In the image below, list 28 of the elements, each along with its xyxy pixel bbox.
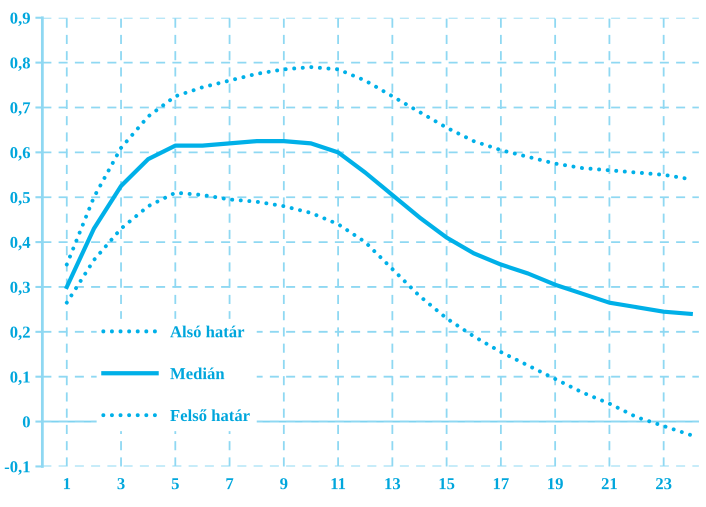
x-tick-label: 13 [385,478,400,490]
y-tick-label: 0,2 [10,326,30,340]
y-tick-label: 0,3 [10,282,30,296]
y-tick-label: -0,1 [4,461,30,475]
line-series [64,139,693,316]
y-tick-label: 0,4 [10,236,30,250]
y-tick-label: 0,6 [10,147,30,161]
y-tick-label: 0,1 [10,371,30,386]
x-tick-label: 1 [64,478,70,490]
x-tick-label: 7 [226,478,234,490]
x-tick-label: 23 [656,478,672,490]
y-tick-label: 0,7 [10,102,30,116]
y-tick-label: 0 [22,416,30,428]
x-tick-label: 3 [118,478,125,490]
x-tick-label: 15 [440,478,454,490]
legend-label: Alsó határ [170,326,244,338]
line-series [64,190,693,437]
x-tick-label: 21 [602,478,617,490]
legend-label: Medián [170,368,224,380]
x-tick-label: 17 [494,478,509,490]
x-tick-label: 9 [280,478,288,490]
y-tick-label: 0,8 [10,57,30,71]
y-tick-label: 0,9 [10,12,30,26]
legend-label: Felső határ [170,409,250,422]
x-tick-label: 19 [548,478,563,490]
y-tick-label: 0,5 [10,192,30,206]
x-tick-label: 11 [332,478,346,490]
x-tick-label: 5 [172,478,179,490]
